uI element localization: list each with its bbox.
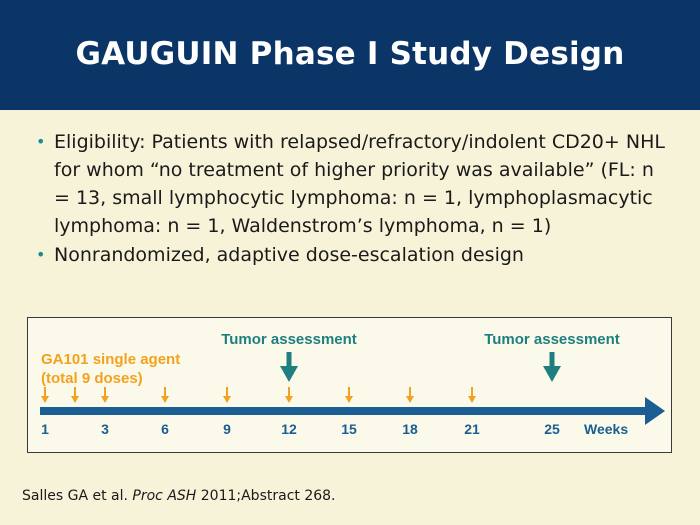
dose-arrow	[468, 387, 476, 403]
dose-arrow-head	[71, 396, 79, 403]
dose-arrow	[223, 387, 231, 403]
week-tick-label: 18	[402, 421, 418, 437]
tumor-assessment-marker: Tumor assessment	[221, 331, 357, 382]
week-tick-label: 9	[223, 421, 231, 437]
dose-arrow-head	[285, 396, 293, 403]
dose-arrow	[345, 387, 353, 403]
dose-arrow	[406, 387, 414, 403]
bullet-design: • Nonrandomized, adaptive dose-escalatio…	[34, 241, 674, 269]
dose-arrow-head	[41, 396, 49, 403]
bullet-list: • Eligibility: Patients with relapsed/re…	[34, 128, 674, 270]
dose-arrow	[285, 387, 293, 403]
timeline-diagram: GA101 single agent (total 9 doses) Tumor…	[40, 331, 665, 437]
week-tick-label: 3	[101, 421, 109, 437]
dose-arrow	[161, 387, 169, 403]
week-tick-label: 15	[341, 421, 357, 437]
dose-arrow-head	[406, 396, 414, 403]
reference-journal: Proc ASH	[132, 488, 197, 504]
timeline-axis-arrowhead	[645, 397, 665, 425]
agent-dose-count-label: (total 9 doses)	[41, 370, 143, 387]
timeline-panel: GA101 single agent (total 9 doses) Tumor…	[27, 317, 672, 453]
tumor-assessment-label: Tumor assessment	[221, 331, 357, 348]
bullet-text: Eligibility: Patients with relapsed/refr…	[54, 131, 665, 237]
weeks-axis-label: Weeks	[584, 421, 628, 437]
timeline-axis-bar	[40, 407, 648, 415]
assessment-arrow-shaft	[286, 352, 292, 369]
tumor-assessment-marker: Tumor assessment	[484, 331, 620, 382]
assessment-arrow-head	[543, 366, 561, 382]
title-bar: GAUGUIN Phase I Study Design	[0, 0, 700, 110]
dose-arrow-head	[161, 396, 169, 403]
dose-arrow	[71, 387, 79, 403]
dose-arrow	[101, 387, 109, 403]
week-tick-label: 6	[161, 421, 169, 437]
dose-arrow	[41, 387, 49, 403]
reference-citation: Salles GA et al. Proc ASH 2011;Abstract …	[22, 488, 336, 504]
week-tick-label: 25	[544, 421, 560, 437]
assessment-arrow-shaft	[549, 352, 555, 369]
reference-details: 2011;Abstract 268.	[196, 488, 336, 504]
dose-arrow-head	[101, 396, 109, 403]
dose-arrow-head	[223, 396, 231, 403]
bullet-dot: •	[36, 132, 46, 151]
assessment-arrow-head	[280, 366, 298, 382]
reference-authors: Salles GA et al.	[22, 488, 133, 504]
dose-arrow-head	[345, 396, 353, 403]
tumor-assessment-label: Tumor assessment	[484, 331, 620, 348]
slide-title: GAUGUIN Phase I Study Design	[75, 36, 625, 72]
bullet-text: Nonrandomized, adaptive dose-escalation …	[54, 244, 524, 266]
week-tick-label: 1	[41, 421, 49, 437]
week-tick-label: 21	[464, 421, 480, 437]
bullet-eligibility: • Eligibility: Patients with relapsed/re…	[34, 128, 674, 240]
bullet-dot: •	[36, 245, 46, 264]
dose-arrow-head	[468, 396, 476, 403]
week-tick-label: 12	[281, 421, 297, 437]
agent-label: GA101 single agent	[41, 351, 180, 368]
